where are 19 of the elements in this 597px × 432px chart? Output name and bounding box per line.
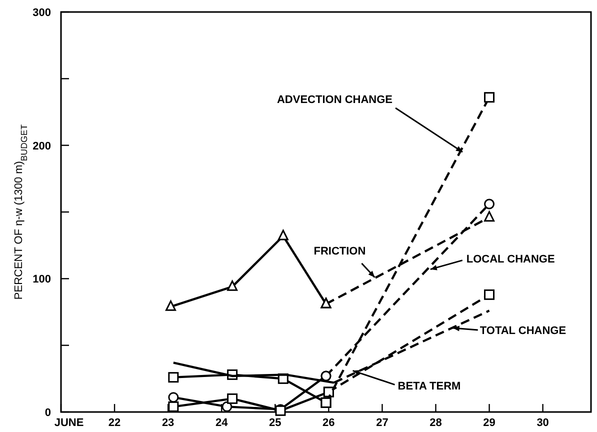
annotation: FRICTION xyxy=(314,245,366,258)
y-tick-label: 0 xyxy=(44,407,51,419)
x-tick-label: 23 xyxy=(162,417,174,429)
annotation: ADVECTION CHANGE xyxy=(277,94,393,106)
annotation: TOTAL CHANGE xyxy=(480,325,566,337)
y-tick-label: 300 xyxy=(32,7,51,19)
x-tick-label: 27 xyxy=(376,417,388,429)
x-tick-label: 29 xyxy=(483,417,496,429)
annotation: LOCAL CHANGE xyxy=(466,253,555,266)
x-tick-label: 25 xyxy=(269,417,282,429)
x-tick-label: 24 xyxy=(215,417,229,429)
annotation: BETA TERM xyxy=(398,380,461,393)
y-tick-label: 200 xyxy=(32,140,51,152)
x-tick-label: 22 xyxy=(108,417,121,429)
y-tick-label: 100 xyxy=(32,274,51,286)
x-tick-label: 28 xyxy=(430,417,442,429)
x-tick-label: JUNE xyxy=(54,417,84,429)
x-tick-label: 30 xyxy=(536,417,549,429)
x-tick-label: 26 xyxy=(322,417,335,429)
